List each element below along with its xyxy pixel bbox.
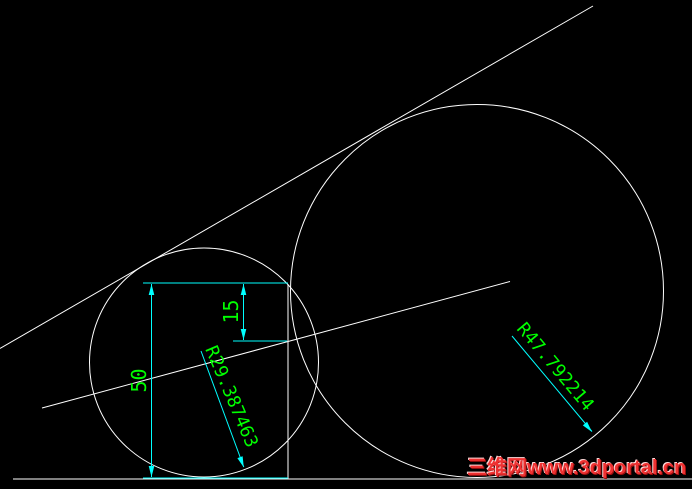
dim-15-arrow-up-icon xyxy=(240,284,247,295)
tangent-line[interactable] xyxy=(0,5,594,349)
center-line[interactable] xyxy=(41,281,511,409)
large-circle[interactable] xyxy=(290,104,664,478)
dim-50-text[interactable]: 50 xyxy=(127,368,151,392)
dim-50-arrow-up-icon xyxy=(148,284,155,295)
dim-50-arrow-down-icon xyxy=(148,466,155,477)
dim-15-arrow-down-icon xyxy=(240,329,247,340)
radius-small-arrow-icon xyxy=(237,456,244,468)
radius-large-arrow-icon xyxy=(582,421,592,432)
radius-large-dim-line[interactable] xyxy=(511,335,593,432)
small-circle[interactable] xyxy=(89,247,319,478)
watermark: 三维网www.3dportal.cn xyxy=(467,457,687,479)
radius-small-dim-line[interactable] xyxy=(200,350,245,468)
dim-15-text[interactable]: 15 xyxy=(219,299,243,323)
